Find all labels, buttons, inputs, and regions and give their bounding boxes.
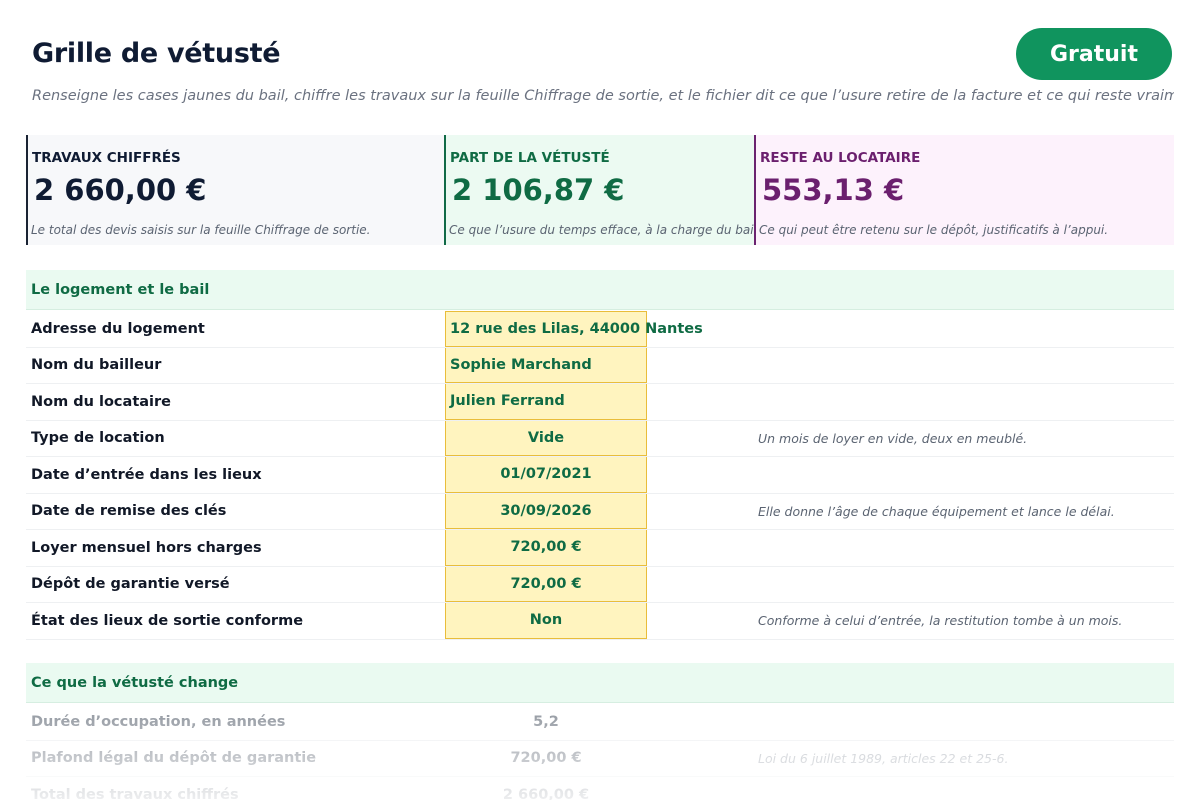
table-row: Nom du bailleur Sophie Marchand bbox=[26, 347, 1174, 384]
kpi-value: 2 106,87 € bbox=[452, 173, 625, 207]
kpi-note: Le total des devis saisis sur la feuille… bbox=[31, 223, 371, 237]
kpi-summary: TRAVAUX CHIFFRÉS 2 660,00 € Le total des… bbox=[26, 135, 1174, 245]
monthly-rent-input[interactable]: 720,00 € bbox=[445, 530, 647, 566]
landlord-name-input[interactable]: Sophie Marchand bbox=[445, 347, 647, 383]
field-hint: Loi du 6 juillet 1989, articles 22 et 25… bbox=[758, 750, 1009, 766]
field-hint: Elle donne l’âge de chaque équipement et… bbox=[758, 503, 1115, 519]
rental-type-select[interactable]: Vide bbox=[445, 420, 647, 456]
table-row: Nom du locataire Julien Ferrand bbox=[26, 384, 1174, 421]
table-row: Adresse du logement 12 rue des Lilas, 44… bbox=[26, 311, 1174, 348]
field-label: Total des travaux chiffrés bbox=[31, 786, 239, 800]
page-subtitle: Renseigne les cases jaunes du bail, chif… bbox=[32, 88, 1174, 104]
kpi-note: Ce que l’usure du temps efface, à la cha… bbox=[449, 223, 754, 237]
table-row: État des lieux de sortie conforme Non Co… bbox=[26, 603, 1174, 640]
field-label: Loyer mensuel hors charges bbox=[31, 539, 262, 556]
table-row: Date de remise des clés 30/09/2026 Elle … bbox=[26, 493, 1174, 530]
table-row: Total des travaux chiffrés 2 660,00 € bbox=[26, 777, 1174, 800]
key-return-date-input[interactable]: 30/09/2026 bbox=[445, 493, 647, 529]
section-heading-vetuste: Ce que la vétusté change bbox=[26, 663, 1174, 703]
table-row: Type de location Vide Un mois de loyer e… bbox=[26, 420, 1174, 457]
field-label: Nom du locataire bbox=[31, 393, 171, 410]
table-row: Date d’entrée dans les lieux 01/07/2021 bbox=[26, 457, 1174, 494]
field-label: Plafond légal du dépôt de garantie bbox=[31, 750, 317, 767]
kpi-label: PART DE LA VÉTUSTÉ bbox=[450, 150, 610, 166]
field-label: Type de location bbox=[31, 430, 165, 447]
field-label: Date d’entrée dans les lieux bbox=[31, 466, 262, 483]
table-row: Dépôt de garantie versé 720,00 € bbox=[26, 566, 1174, 603]
kpi-label: RESTE AU LOCATAIRE bbox=[760, 150, 921, 166]
kpi-note: Ce qui peut être retenu sur le dépôt, ju… bbox=[759, 223, 1109, 237]
field-hint: Un mois de loyer en vide, deux en meublé… bbox=[758, 430, 1028, 446]
page-title: Grille de vétusté bbox=[32, 38, 281, 69]
field-hint: Conforme à celui d’entrée, la restitutio… bbox=[758, 613, 1123, 629]
computed-value: 5,2 bbox=[533, 713, 559, 730]
field-label: État des lieux de sortie conforme bbox=[31, 612, 304, 629]
field-label: Durée d’occupation, en années bbox=[31, 713, 286, 730]
table-row: Durée d’occupation, en années 5,2 bbox=[26, 704, 1174, 741]
field-label: Nom du bailleur bbox=[31, 357, 162, 374]
deposit-input[interactable]: 720,00 € bbox=[445, 566, 647, 602]
entry-date-input[interactable]: 01/07/2021 bbox=[445, 457, 647, 493]
tenant-name-input[interactable]: Julien Ferrand bbox=[445, 384, 647, 420]
kpi-part-vetuste: PART DE LA VÉTUSTÉ 2 106,87 € Ce que l’u… bbox=[444, 135, 754, 245]
computed-value: 720,00 € bbox=[510, 750, 582, 767]
section-heading-bail: Le logement et le bail bbox=[26, 270, 1174, 310]
kpi-reste-locataire: RESTE AU LOCATAIRE 553,13 € Ce qui peut … bbox=[754, 135, 1174, 245]
exit-inventory-select[interactable]: Non bbox=[445, 603, 647, 639]
table-row: Loyer mensuel hors charges 720,00 € bbox=[26, 530, 1174, 567]
field-label: Adresse du logement bbox=[31, 320, 205, 337]
kpi-travaux-chiffres: TRAVAUX CHIFFRÉS 2 660,00 € Le total des… bbox=[26, 135, 444, 245]
computed-value: 2 660,00 € bbox=[502, 786, 590, 800]
vetuste-rows: Durée d’occupation, en années 5,2 Plafon… bbox=[26, 704, 1174, 800]
bail-rows: Adresse du logement 12 rue des Lilas, 44… bbox=[26, 311, 1174, 640]
table-row: Plafond légal du dépôt de garantie 720,0… bbox=[26, 741, 1174, 777]
kpi-label: TRAVAUX CHIFFRÉS bbox=[32, 150, 181, 166]
free-badge[interactable]: Gratuit bbox=[1016, 28, 1172, 80]
kpi-value: 2 660,00 € bbox=[34, 173, 207, 207]
kpi-value: 553,13 € bbox=[762, 173, 905, 207]
field-label: Dépôt de garantie versé bbox=[31, 576, 230, 593]
address-input[interactable]: 12 rue des Lilas, 44000 Nantes bbox=[445, 311, 703, 347]
field-label: Date de remise des clés bbox=[31, 503, 227, 520]
